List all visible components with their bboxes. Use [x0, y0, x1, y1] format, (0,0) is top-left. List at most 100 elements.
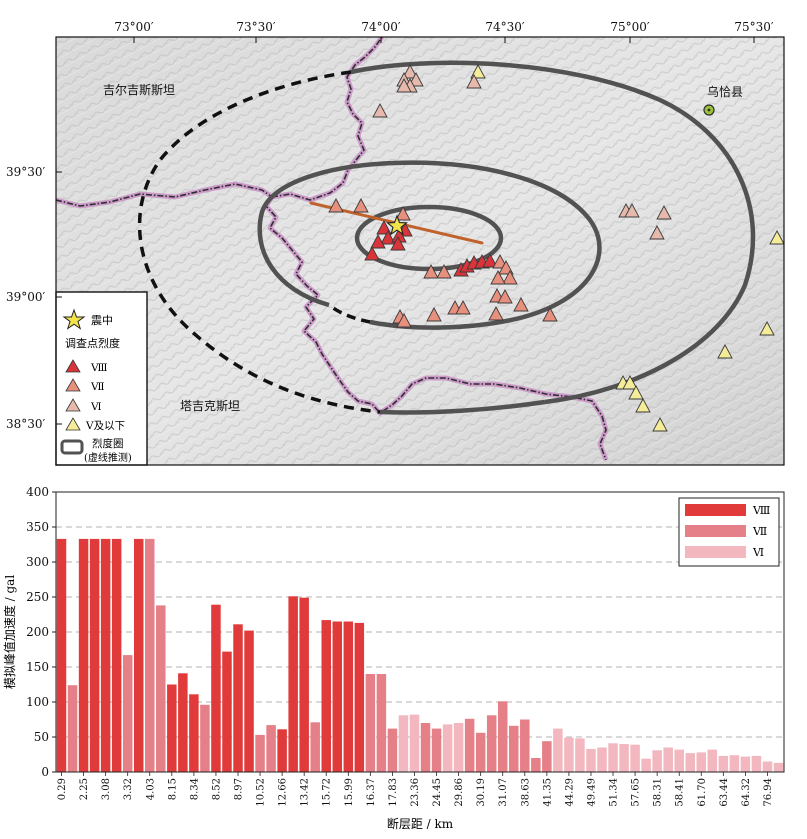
survey-triangle-vii	[488, 306, 504, 321]
legend-v-triangle-icon	[65, 417, 81, 431]
survey-triangle-viii	[390, 236, 406, 251]
y-tick-label: 300	[26, 555, 49, 569]
bar	[354, 622, 365, 772]
isoseismal-lines	[137, 60, 756, 415]
bar	[564, 737, 574, 772]
legend-vi-label: Ⅵ	[90, 401, 102, 413]
chart-legend-label-vii: Ⅶ	[752, 525, 767, 538]
bar	[332, 621, 343, 772]
bar	[520, 719, 530, 772]
chart-legend-label-vi: Ⅵ	[752, 546, 764, 559]
x-tick-label: 61.70	[697, 778, 708, 807]
bar	[167, 684, 177, 772]
x-tick-label: 15.99	[344, 778, 355, 807]
legend-vi-triangle-icon	[65, 398, 81, 412]
survey-triangle-vii	[498, 260, 514, 275]
x-tick-label: 3.08	[101, 778, 112, 800]
bar	[619, 744, 629, 772]
y-axis-title: 模拟峰值加速度 / gal	[2, 575, 17, 690]
legend-vii-triangle-icon	[65, 378, 81, 392]
x-tick-label: 8.97	[234, 778, 245, 800]
survey-triangle-vii	[513, 297, 529, 312]
x-tick-label: 8.15	[167, 778, 178, 800]
survey-triangle-viii	[364, 246, 380, 261]
bar	[773, 762, 784, 772]
x-tick-label: 58.41	[675, 778, 686, 807]
survey-triangle-vii	[436, 264, 452, 279]
lat-tick-label: 39°30′	[6, 165, 46, 179]
bar	[376, 674, 387, 772]
chart-legend-label-viii: Ⅷ	[752, 504, 770, 517]
bar	[575, 738, 585, 772]
bar	[233, 624, 243, 772]
x-tick-label: 3.32	[123, 778, 134, 800]
bar	[641, 758, 651, 772]
survey-triangle-viii	[482, 253, 498, 268]
survey-triangle-vii	[490, 270, 506, 285]
isoseismal-vi-solid-south	[379, 399, 546, 415]
legend-vii-label: Ⅶ	[90, 381, 105, 393]
bar	[509, 725, 519, 772]
legend-isoseismal-icon	[60, 439, 84, 455]
epicenter-star	[386, 214, 408, 236]
x-tick-label: 15.72	[322, 778, 333, 807]
x-tick-label: 63.44	[719, 778, 730, 807]
region-label-kyrgyzstan: 吉尔吉斯斯坦	[103, 82, 175, 97]
isoseismal-vi-dashed	[137, 70, 381, 414]
survey-triangle-vi	[396, 78, 412, 93]
map-frame	[55, 36, 785, 466]
border-line	[271, 37, 383, 201]
x-tick-label: 2.25	[79, 778, 90, 800]
survey-triangle-vi	[466, 74, 482, 89]
bar	[718, 755, 729, 772]
y-tick-label: 150	[26, 660, 49, 674]
lat-tick-label: 39°00′	[6, 290, 46, 304]
bar	[89, 538, 100, 772]
survey-points	[328, 64, 784, 432]
bar	[420, 723, 431, 772]
y-tick-label: 250	[26, 590, 49, 604]
x-tick-label: 13.42	[300, 778, 311, 807]
legend-isoseismal-note: (虚线推测)	[84, 451, 132, 464]
bar	[486, 715, 497, 772]
survey-triangle-vi	[372, 103, 388, 118]
survey-triangle-v	[759, 321, 775, 336]
bar	[663, 747, 673, 772]
survey-triangle-vii	[423, 264, 439, 279]
survey-triangle-vii	[328, 198, 344, 213]
x-tick-label: 31.07	[498, 778, 509, 807]
survey-triangle-v	[769, 230, 784, 245]
bar	[189, 694, 199, 772]
x-tick-label: 49.49	[586, 778, 597, 807]
survey-triangle-v	[717, 344, 733, 359]
isoseismal-vi-solid	[350, 60, 756, 405]
legend-v-label: Ⅴ及以下	[85, 420, 125, 432]
survey-triangle-vi	[656, 205, 672, 220]
bar	[464, 718, 475, 772]
bar	[586, 748, 596, 772]
x-tick-label: 12.66	[278, 778, 289, 807]
bar	[674, 749, 684, 772]
bar	[200, 704, 210, 772]
x-tick-label: 16.37	[366, 778, 377, 807]
survey-triangle-v	[470, 64, 486, 79]
bar	[277, 729, 287, 772]
bar	[762, 761, 773, 772]
bar	[475, 732, 486, 772]
bar	[122, 655, 133, 772]
bar	[288, 596, 298, 772]
x-tick-label: 38.63	[520, 778, 531, 807]
national-borders	[56, 37, 609, 461]
survey-triangle-viii	[370, 234, 386, 249]
legend-star-icon	[62, 308, 86, 330]
y-tick-label: 350	[26, 520, 49, 534]
bar	[740, 756, 751, 772]
x-tick-label: 64.32	[741, 778, 752, 807]
bar	[145, 538, 155, 772]
bar	[178, 673, 188, 772]
bar	[156, 605, 166, 772]
x-tick-label: 4.03	[145, 778, 156, 800]
chart-legend: Ⅷ Ⅶ Ⅵ	[678, 497, 780, 567]
